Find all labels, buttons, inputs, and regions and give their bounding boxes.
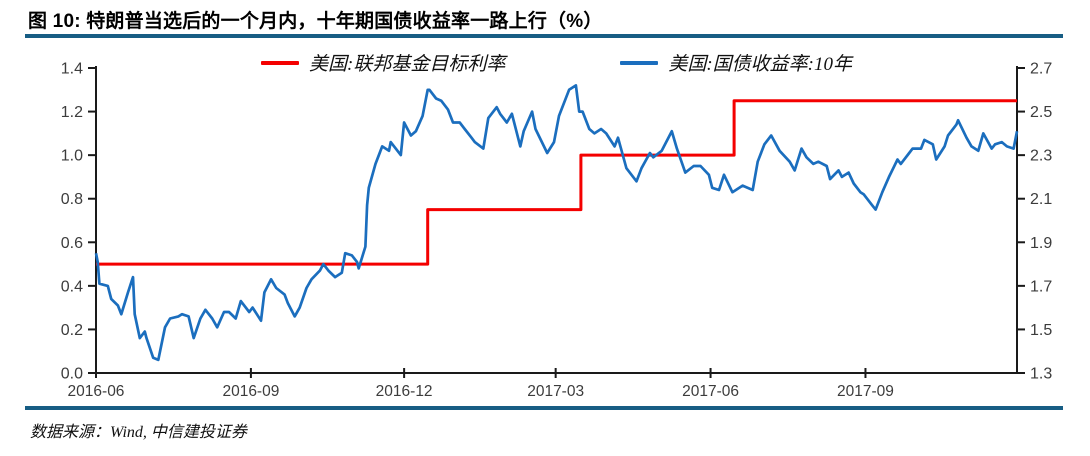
left-axis-tick-label: 0.0 <box>61 366 83 383</box>
left-axis-tick-label: 1.2 <box>61 104 83 121</box>
right-axis-tick-label: 2.3 <box>1030 148 1052 165</box>
fed-funds-target-rate-line <box>96 99 1017 266</box>
right-axis-tick-label: 1.5 <box>1030 322 1052 339</box>
left-axis-tick-label: 0.4 <box>61 278 83 295</box>
legend-label-fed-funds-rate: 美国:联邦基金目标利率 <box>309 54 506 75</box>
legend-label-treasury-yield: 美国:国债收益率:10年 <box>668 54 852 75</box>
x-axis-tick-label: 2016-12 <box>376 383 433 400</box>
left-axis-tick-label: 0.2 <box>61 322 83 339</box>
right-axis-tick-label: 2.1 <box>1030 191 1052 208</box>
left-axis-tick-label: 0.6 <box>61 235 83 252</box>
treasury-10y-yield-line <box>94 84 1019 362</box>
red-line-swatch <box>261 60 299 65</box>
left-axis-tick-label: 1.0 <box>61 148 83 165</box>
blue-line-swatch <box>620 60 659 65</box>
x-axis-tick-label: 2016-06 <box>68 383 125 400</box>
legend-item-treasury-yield: 美国:国债收益率:10年 <box>620 49 852 76</box>
title-divider-rule <box>25 34 1063 38</box>
x-axis-tick-label: 2017-03 <box>527 383 584 400</box>
right-axis-tick-label: 1.9 <box>1030 235 1052 252</box>
left-axis-tick-label: 0.8 <box>61 191 83 208</box>
data-source-note: 数据来源：Wind, 中信建投证券 <box>30 424 247 441</box>
right-axis-tick-label: 2.7 <box>1030 61 1052 78</box>
right-axis-tick-label: 1.3 <box>1030 366 1052 383</box>
right-axis-tick-label: 2.5 <box>1030 104 1052 121</box>
figure-title: 图 10: 特朗普当选后的一个月内，十年期国债收益率一路上行（%） <box>28 11 603 32</box>
x-axis-tick-label: 2017-06 <box>682 383 739 400</box>
chart-legend: 美国:联邦基金目标利率 美国:国债收益率:10年 <box>96 49 1017 76</box>
x-axis-tick-label: 2016-09 <box>222 383 279 400</box>
bottom-divider-rule <box>25 406 1063 410</box>
right-axis-tick-label: 1.7 <box>1030 278 1052 295</box>
left-axis-tick-label: 1.4 <box>61 61 83 78</box>
legend-item-fed-funds-rate: 美国:联邦基金目标利率 <box>261 49 505 76</box>
x-axis-tick-label: 2017-09 <box>837 383 894 400</box>
